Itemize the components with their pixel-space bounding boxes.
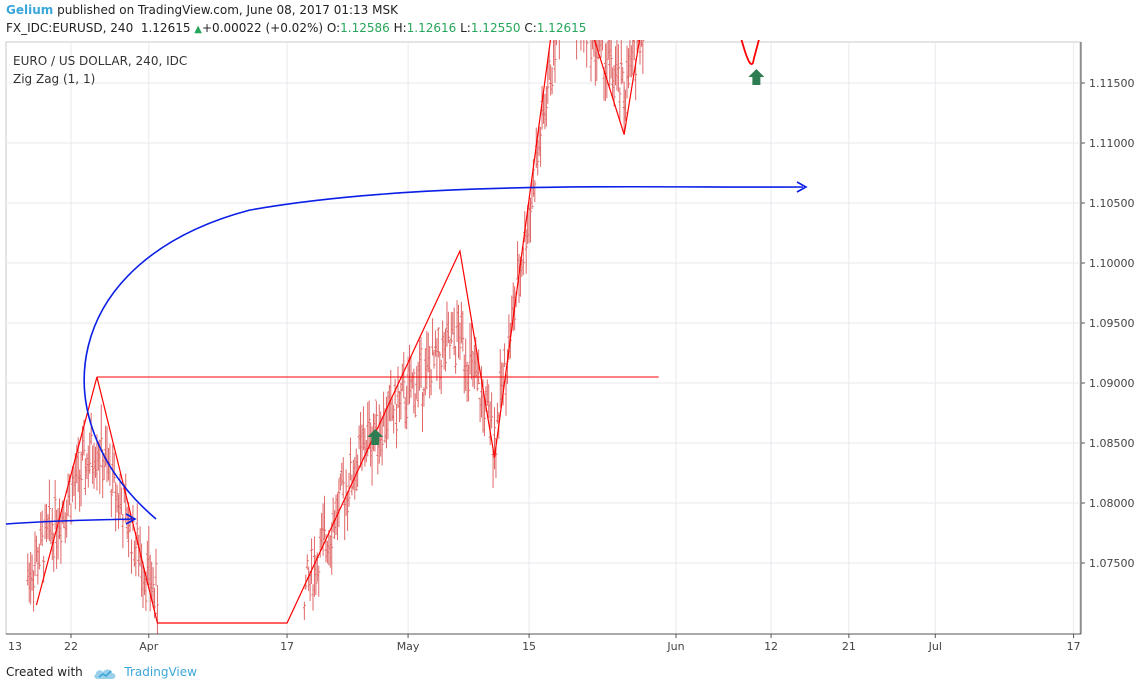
footer: Created with TradingView [6,665,197,680]
time-tick-label: 21 [842,640,856,653]
price-tick-label: 1.11500 [1089,77,1135,90]
chart-legend-title: EURO / US DOLLAR, 240, IDC [13,54,187,68]
published-text: published on TradingView.com, June 08, 2… [57,3,398,17]
price-axis[interactable] [1081,42,1138,634]
candles [26,40,645,634]
tradingview-cloud-icon [93,668,115,679]
tradingview-brand[interactable]: TradingView [124,665,197,679]
time-tick-label: Jun [666,640,684,653]
blue-arrowhead [125,513,137,525]
price-change: +0.00022 (+0.02%) [202,21,324,35]
price-tick-label: 1.08500 [1089,437,1135,450]
time-tick-label: 12 [764,640,778,653]
time-tick-label: 17 [280,640,294,653]
drawings [5,40,808,624]
price-chart[interactable]: 1.07500 1.08000 1.08500 1.09000 1.09500 1.100… [0,40,1139,660]
price-tick-label: 1.08000 [1089,497,1135,510]
buy-arrow-icon [748,69,765,85]
symbol: FX_IDC:EURUSD, 240 [6,21,134,35]
created-with-text: Created with [6,665,83,679]
price-axis-ticks: 1.07500 1.08000 1.08500 1.09000 1.09500 1.100… [1081,77,1135,570]
ohlc-open: O:1.12586 [326,21,390,35]
price-tick-label: 1.07500 [1089,557,1135,570]
price-tick-label: 1.10000 [1089,257,1135,270]
time-tick-label: 13 [8,640,22,653]
ohlc-high: H:1.12616 [393,21,457,35]
price-tick-label: 1.09500 [1089,317,1135,330]
time-tick-label: 17 [1067,640,1081,653]
indicator-legend: Zig Zag (1, 1) [13,72,95,86]
last-price: 1.12615 [140,21,191,35]
time-tick-label: Jul [928,640,942,653]
price-tick-label: 1.10500 [1089,197,1135,210]
ohlc-low: L:1.12550 [460,21,521,35]
time-axis-ticks: 13 22 Apr 17 May 15 Jun 12 21 Jul 17 [8,634,1081,653]
author-name[interactable]: Gelium [6,3,54,17]
time-tick-label: May [397,640,420,653]
ohlc-close: C:1.12615 [524,21,587,35]
zigzag-line [35,40,641,624]
up-triangle-icon: ▲ [194,24,202,35]
price-tick-label: 1.11000 [1089,137,1135,150]
blue-curve-arrowhead [796,181,808,193]
publish-info: Gelium published on TradingView.com, Jun… [6,3,398,17]
chart-area [5,41,1081,635]
time-tick-label: 15 [522,640,536,653]
symbol-info: FX_IDC:EURUSD, 240 1.12615 ▲+0.00022 (+0… [6,21,586,35]
grid [6,42,1081,634]
price-tick-label: 1.09000 [1089,377,1135,390]
time-tick-label: 22 [64,640,78,653]
markers [367,69,765,445]
blue-curve-arrow [83,185,804,520]
buy-arrow-icon [367,429,384,445]
time-tick-label: Apr [139,640,159,653]
blue-arrow-line [5,518,133,525]
